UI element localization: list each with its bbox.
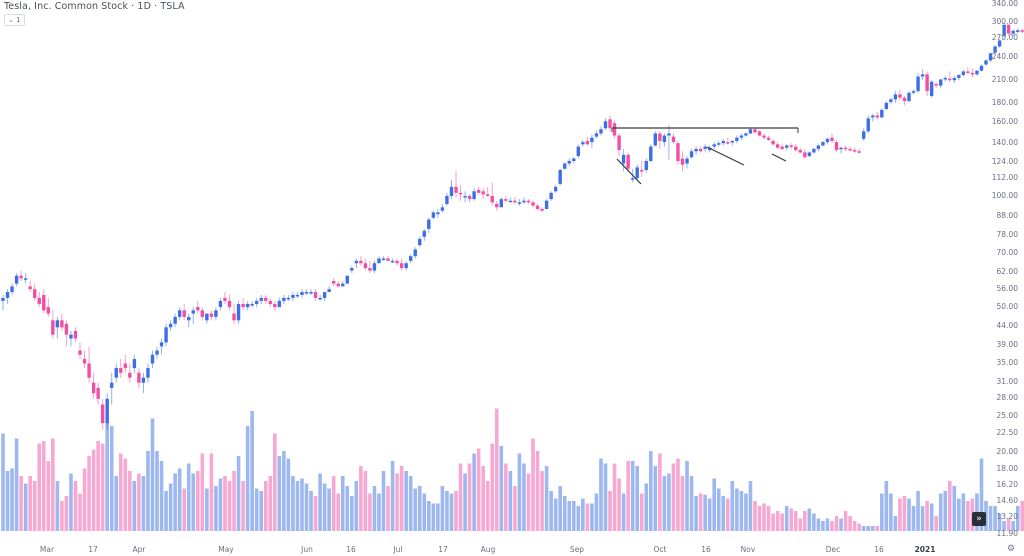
time-tick-label: 16: [346, 545, 356, 554]
price-tick-label: 140.00: [991, 138, 1018, 147]
time-tick-label: Oct: [653, 545, 667, 554]
time-tick-label: Dec: [825, 545, 841, 554]
volume-bars: [1, 408, 1024, 531]
scroll-to-realtime-button[interactable]: »: [972, 512, 986, 526]
price-tick-label: 88.00: [996, 211, 1018, 220]
time-tick-label: 2021: [914, 545, 936, 554]
time-tick-label: Mar: [39, 545, 55, 554]
price-tick-label: 11.90: [996, 529, 1018, 538]
price-tick-label: 13.20: [996, 512, 1018, 521]
collapse-indicators-button[interactable]: ⌄ 1: [4, 14, 25, 26]
price-tick-label: 112.00: [991, 173, 1018, 182]
time-tick-label: 16: [874, 545, 884, 554]
price-tick-label: 16.20: [996, 480, 1018, 489]
price-tick-label: 50.00: [996, 302, 1018, 311]
price-tick-label: 56.00: [996, 284, 1018, 293]
time-tick-label: Aug: [480, 545, 496, 554]
price-tick-label: 210.00: [991, 75, 1018, 84]
time-tick-label: Jun: [301, 545, 313, 554]
price-tick-label: 100.00: [991, 191, 1018, 200]
chart-title: Tesla, Inc. Common Stock · 1D · TSLA: [4, 1, 185, 12]
price-tick-label: 340.00: [991, 0, 1018, 8]
price-tick-label: 124.00: [991, 157, 1018, 166]
price-tick-label: 28.00: [996, 393, 1018, 402]
price-tick-label: 160.00: [991, 117, 1018, 126]
price-tick-label: 18.00: [996, 464, 1018, 473]
price-tick-label: 25.00: [996, 411, 1018, 420]
price-tick-label: 270.00: [991, 33, 1018, 42]
time-tick-label: May: [218, 545, 234, 554]
time-tick-label: Sep: [569, 545, 585, 554]
price-tick-label: 240.00: [991, 52, 1018, 61]
price-tick-label: 70.00: [996, 248, 1018, 257]
gear-icon[interactable]: ⚙: [1006, 544, 1016, 554]
price-candles: [1, 22, 1024, 430]
price-tick-label: 14.60: [996, 496, 1018, 505]
double-chevron-right-icon: »: [976, 514, 982, 524]
price-tick-label: 44.00: [996, 321, 1018, 330]
price-tick-label: 39.00: [996, 340, 1018, 349]
time-tick-label: Apr: [132, 545, 146, 554]
price-tick-label: 62.00: [996, 267, 1018, 276]
time-tick-label: Jul: [393, 545, 403, 554]
price-tick-label: 20.00: [996, 447, 1018, 456]
time-tick-label: 17: [88, 545, 98, 554]
time-tick-label: 17: [438, 545, 448, 554]
trendline-annotations[interactable]: [611, 127, 799, 185]
price-tick-label: 300.00: [991, 17, 1018, 26]
time-tick-label: 16: [701, 545, 711, 554]
price-tick-label: 35.00: [996, 358, 1018, 367]
price-tick-label: 78.00: [996, 230, 1018, 239]
price-tick-label: 22.50: [996, 428, 1018, 437]
time-tick-label: Nov: [740, 545, 756, 554]
price-tick-label: 31.00: [996, 377, 1018, 386]
price-tick-label: 180.00: [991, 98, 1018, 107]
